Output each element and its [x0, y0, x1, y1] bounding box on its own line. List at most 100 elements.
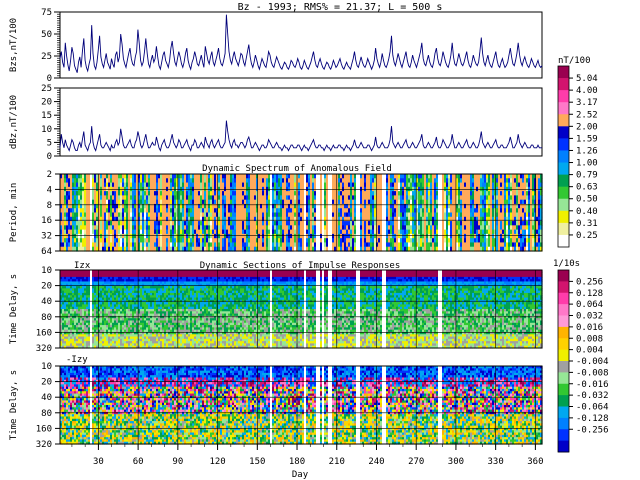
colorbar-label: -0.256 [576, 425, 609, 435]
y-axis-label: Time Delay, s [9, 274, 19, 344]
colorbar-label: 1.00 [576, 159, 598, 169]
colorbar-swatch [558, 372, 569, 384]
colorbar-label: 2.00 [576, 122, 598, 132]
y-tick-label: 10 [41, 125, 52, 135]
x-tick-label: 120 [209, 457, 225, 467]
colorbar-label: 5.04 [576, 74, 598, 84]
y-tick-label: 10 [41, 362, 52, 372]
colorbar-label: 4.00 [576, 86, 598, 96]
colorbar-swatch [558, 175, 569, 187]
y-tick-label: 80 [41, 313, 52, 323]
colorbar-label: 0.008 [576, 334, 603, 344]
colorbar-spectrum [558, 66, 573, 247]
y-tick-label: 160 [36, 328, 52, 338]
panel-title: Dynamic Sections of Impulse Responses [200, 261, 400, 271]
colorbar-label: 0.128 [576, 289, 603, 299]
colorbar-swatch [558, 327, 569, 339]
heatmap-izy [60, 366, 543, 445]
colorbar-label: -0.128 [576, 414, 609, 424]
colorbar-swatch [558, 126, 569, 138]
colorbar-swatch [558, 441, 569, 453]
x-tick-label: 30 [93, 457, 104, 467]
colorbar-swatch [558, 150, 569, 162]
colorbar-label: 0.064 [576, 300, 603, 310]
heatmap-spectrum [60, 174, 543, 252]
y-tick-label: 5 [47, 138, 52, 148]
colorbar-label: 0.63 [576, 183, 598, 193]
x-tick-label: 150 [249, 457, 265, 467]
colorbar-swatch [558, 102, 569, 114]
colorbar-label: -0.032 [576, 391, 609, 401]
panel-label: Izx [74, 261, 91, 271]
x-tick-label: 270 [408, 457, 424, 467]
colorbar-swatch [558, 66, 569, 78]
colorbar-unit: nT/100 [558, 56, 591, 66]
y-tick-label: 8 [47, 201, 52, 211]
colorbar-impulse [558, 270, 573, 452]
y-tick-label: 0 [47, 152, 52, 162]
y-axis-label: dBz,nT/100 [9, 95, 19, 149]
colorbar-swatch [558, 199, 569, 211]
colorbar-unit: 1/10s [553, 259, 580, 269]
panel-label: -Izy [66, 355, 88, 365]
y-tick-label: 15 [41, 111, 52, 121]
colorbar-swatch [558, 395, 569, 407]
colorbar-label: 2.52 [576, 110, 598, 120]
colorbar-swatch [558, 78, 569, 90]
y-tick-label: 20 [41, 378, 52, 388]
colorbar-label: 0.40 [576, 207, 598, 217]
x-tick-label: 210 [329, 457, 345, 467]
colorbar-swatch [558, 350, 569, 362]
colorbar-swatch [558, 187, 569, 199]
y-tick-label: 2 [47, 170, 52, 180]
y-tick-label: 0 [47, 74, 52, 84]
colorbar-swatch [558, 90, 569, 102]
x-tick-label: 330 [488, 457, 504, 467]
colorbar-swatch [558, 418, 569, 430]
y-tick-label: 25 [41, 84, 52, 94]
y-tick-label: 75 [41, 8, 52, 18]
y-tick-label: 25 [41, 52, 52, 62]
y-axis-label: Time Delay, s [9, 370, 19, 440]
colorbar-swatch [558, 138, 569, 150]
colorbar-label: 0.50 [576, 195, 598, 205]
colorbar-label: 1.59 [576, 134, 598, 144]
y-tick-label: 32 [41, 232, 52, 242]
colorbar-swatch [558, 163, 569, 175]
colorbar-label: -0.016 [576, 380, 609, 390]
colorbar-swatch [558, 235, 569, 247]
colorbar-swatch [558, 361, 569, 373]
colorbar-swatch [558, 429, 569, 441]
x-tick-label: 60 [133, 457, 144, 467]
y-tick-label: 10 [41, 266, 52, 276]
colorbar-swatch [558, 338, 569, 350]
colorbar-swatch [558, 316, 569, 328]
y-tick-label: 320 [36, 440, 52, 450]
colorbar-label: 1.26 [576, 146, 598, 156]
colorbar-label: -0.064 [576, 403, 609, 413]
x-tick-label: 180 [289, 457, 305, 467]
heatmap-izx [60, 270, 543, 349]
colorbar-swatch [558, 114, 569, 126]
x-tick-label: 360 [527, 457, 543, 467]
colorbar-label: 0.004 [576, 346, 603, 356]
chart-title: Bz - 1993; RMS% = 21.37; L = 500 s [238, 2, 443, 13]
y-axis-label: Bzs,nT/100 [9, 18, 19, 72]
y-tick-label: 20 [41, 282, 52, 292]
colorbar-swatch [558, 384, 569, 396]
colorbar-swatch [558, 304, 569, 316]
colorbar-label: 0.79 [576, 171, 598, 181]
x-tick-label: 300 [448, 457, 464, 467]
y-tick-label: 64 [41, 247, 52, 257]
colorbar-swatch [558, 293, 569, 305]
colorbar-label: -0.004 [576, 357, 609, 367]
colorbar-swatch [558, 407, 569, 419]
x-tick-label: 240 [368, 457, 384, 467]
y-tick-label: 16 [41, 216, 52, 226]
y-axis-label: Period, min [9, 183, 19, 243]
colorbar-label: 0.032 [576, 312, 603, 322]
y-tick-label: 40 [41, 393, 52, 403]
x-tick-label: 90 [172, 457, 183, 467]
